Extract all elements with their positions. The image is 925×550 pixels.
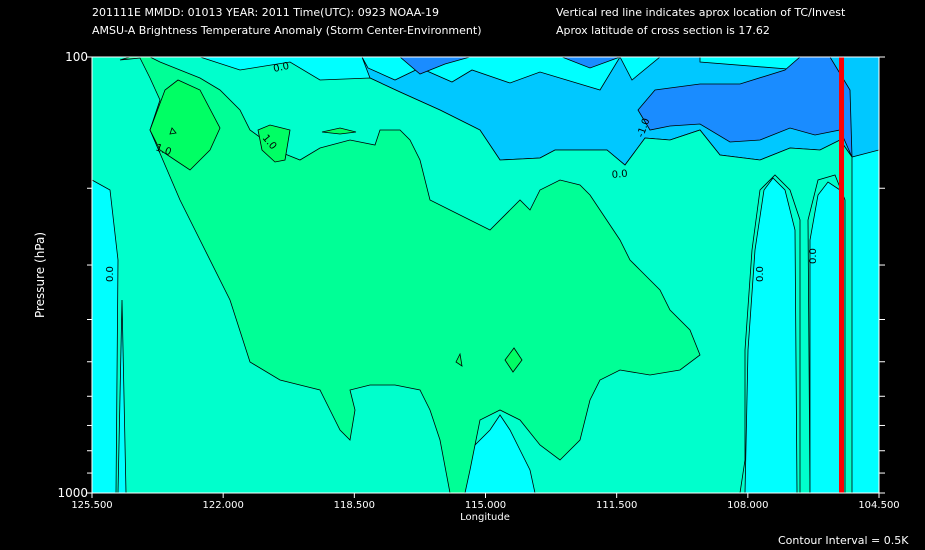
header-line-2: AMSU-A Brightness Temperature Anomaly (S… xyxy=(92,24,482,37)
fill-level-above-1-c xyxy=(321,127,357,135)
fill-level-above-1-b xyxy=(257,124,291,163)
contour-label: 0.0 xyxy=(105,266,116,282)
fill-level-below-minus1-c xyxy=(637,57,853,158)
fill-level-above-1-a xyxy=(149,79,221,171)
fill-level-above-1-f xyxy=(169,127,177,135)
x-tick-label: 118.500 xyxy=(334,500,375,511)
y-tick-label: 100 xyxy=(65,50,88,64)
x-axis-label: Longitude xyxy=(460,512,510,523)
x-tick-label: 111.500 xyxy=(596,500,637,511)
contour-interval-note: Contour Interval = 0.5K xyxy=(778,534,909,547)
x-tick-label: 104.500 xyxy=(858,500,899,511)
x-tick-label: 108.000 xyxy=(727,500,768,511)
x-axis-ticks: 125.500 122.000 118.500 115.000 111.500 108.0… xyxy=(71,493,900,511)
fill-level-below-minus1 xyxy=(399,57,471,75)
contour-fills xyxy=(92,57,879,493)
x-tick-label: 125.500 xyxy=(71,500,112,511)
header-line-1: 201111E MMDD: 01013 YEAR: 2011 Time(UTC)… xyxy=(92,6,440,19)
fill-strip-right-1 xyxy=(744,177,798,493)
fill-level-above-1-d xyxy=(504,347,523,373)
contour-label: 0.0 xyxy=(808,248,819,264)
y-axis-label: Pressure (hPa) xyxy=(33,232,47,318)
fill-level-below-minus1-b xyxy=(561,57,621,69)
header-right-1: Vertical red line indicates aprox locati… xyxy=(556,6,846,19)
fill-level-above-1-e xyxy=(455,352,463,367)
fill-strip-right-2 xyxy=(809,181,843,493)
x-tick-label: 115.000 xyxy=(465,500,506,511)
y-axis-ticks: 100 1000 xyxy=(57,50,885,500)
contour-label: 0.0 xyxy=(272,61,290,75)
y-tick-label: 1000 xyxy=(57,486,88,500)
fill-level-05-1 xyxy=(119,57,701,493)
contour-label: 1.0 xyxy=(154,142,173,158)
contour-label: 0.0 xyxy=(755,266,766,282)
contour-label: 0.0 xyxy=(611,169,628,181)
header-right-2: Aprox latitude of cross section is 17.62 xyxy=(556,24,770,37)
x-tick-label: 122.000 xyxy=(202,500,243,511)
fill-strip-left xyxy=(92,57,119,493)
fill-strip-left-2 xyxy=(117,299,127,493)
